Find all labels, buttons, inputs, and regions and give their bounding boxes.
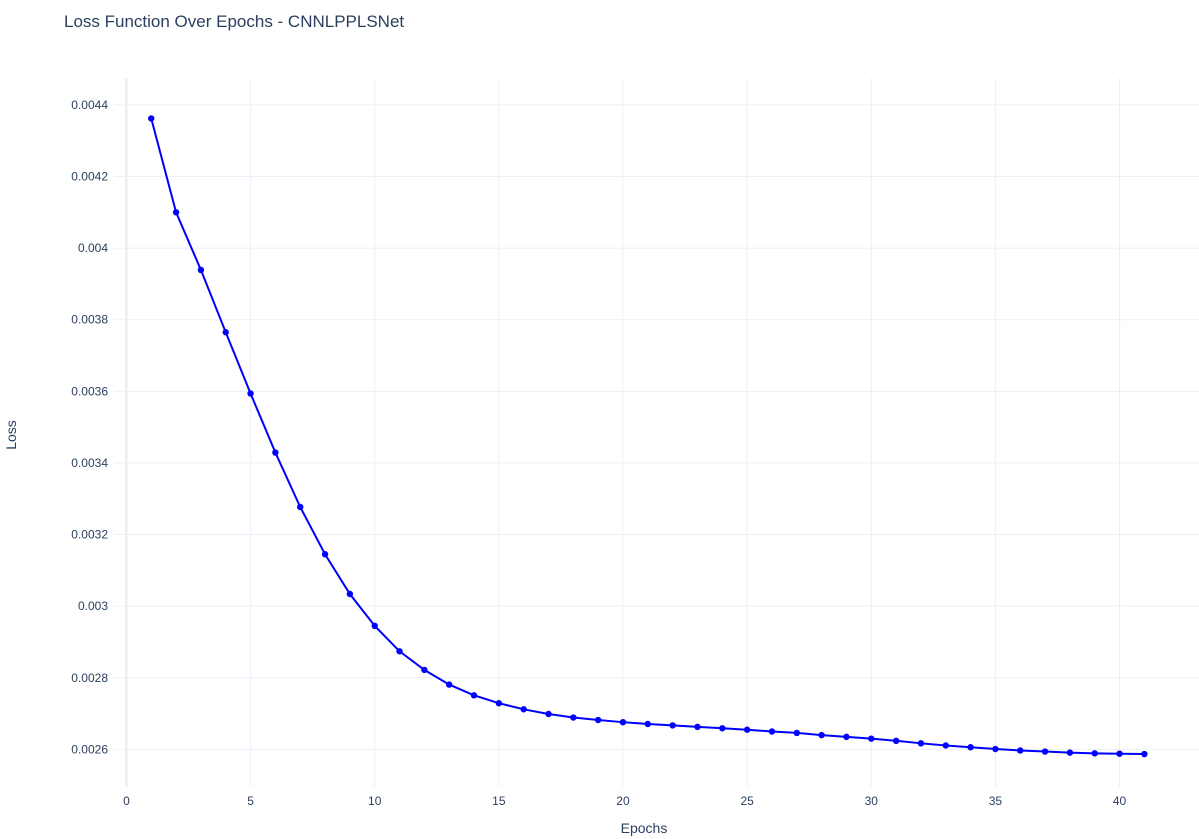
loss-data-point (172, 209, 180, 216)
y-tick-label: 0.0032 (71, 528, 108, 542)
loss-data-point (992, 745, 999, 753)
loss-data-point (321, 551, 329, 558)
y-tick-label: 0.0038 (71, 313, 108, 327)
y-tick-label: 0.0034 (71, 456, 108, 470)
y-tick-label: 0.0026 (71, 742, 108, 756)
loss-data-point (892, 737, 900, 745)
loss-data-point (793, 729, 800, 737)
loss-data-point (644, 720, 652, 728)
x-tick-label: 25 (740, 794, 754, 808)
loss-data-point (768, 728, 776, 735)
loss-data-point (619, 718, 627, 726)
loss-data-point (1141, 750, 1148, 758)
loss-data-point (470, 692, 478, 699)
y-tick-label: 0.004 (78, 241, 108, 255)
y-tick-label: 0.0028 (71, 671, 108, 685)
grid-layer (114, 78, 1199, 787)
loss-data-point (942, 742, 949, 749)
axis-layer: 0 5 10 15 20 25 30 35 40 0.0026 0.0028 0.003 0.0032 0… (71, 98, 1126, 808)
x-tick-label: 15 (492, 794, 506, 808)
x-tick-label: 0 (123, 794, 130, 808)
loss-data-point (421, 666, 428, 674)
loss-data-point (197, 266, 205, 274)
loss-data-point (396, 648, 403, 655)
y-axis-title: Loss (3, 420, 19, 450)
x-tick-label: 35 (989, 794, 1003, 808)
x-tick-label: 20 (616, 794, 630, 808)
y-tick-label: 0.0042 (71, 169, 108, 183)
loss-data-point (247, 390, 254, 397)
loss-data-point (843, 733, 850, 741)
loss-data-point (669, 722, 676, 729)
loss-data-point (346, 590, 354, 598)
loss-data-point (1116, 750, 1123, 757)
loss-data-point (545, 710, 552, 718)
y-tick-label: 0.0044 (71, 98, 108, 112)
loss-data-point (719, 725, 726, 732)
series-layer (148, 115, 1148, 758)
loss-data-point (1017, 747, 1024, 754)
loss-data-point (297, 503, 304, 511)
y-tick-label: 0.003 (78, 599, 108, 613)
loss-data-point (694, 723, 701, 731)
loss-data-point (967, 744, 974, 751)
loss-data-point (1066, 749, 1074, 756)
y-tick-label: 0.0036 (71, 384, 108, 398)
loss-data-point (818, 731, 825, 739)
loss-data-point (570, 714, 577, 721)
loss-data-point (272, 449, 279, 456)
x-tick-label: 10 (368, 794, 382, 808)
chart-title: Loss Function Over Epochs - CNNLPPLSNet (64, 12, 404, 31)
loss-data-point (495, 700, 503, 707)
loss-data-point (1091, 750, 1098, 757)
loss-data-point (743, 726, 751, 733)
x-axis-title: Epochs (621, 820, 668, 836)
x-tick-label: 5 (247, 794, 254, 808)
loss-data-point (594, 716, 602, 724)
loss-data-point (445, 681, 453, 688)
loss-data-point (371, 622, 378, 630)
loss-data-point (222, 329, 229, 336)
loss-data-point (868, 735, 875, 742)
x-tick-label: 40 (1113, 794, 1127, 808)
loss-data-point (520, 706, 527, 713)
x-tick-label: 30 (865, 794, 879, 808)
loss-data-point (148, 115, 155, 122)
loss-data-point (1041, 748, 1049, 755)
loss-data-point (917, 740, 925, 747)
